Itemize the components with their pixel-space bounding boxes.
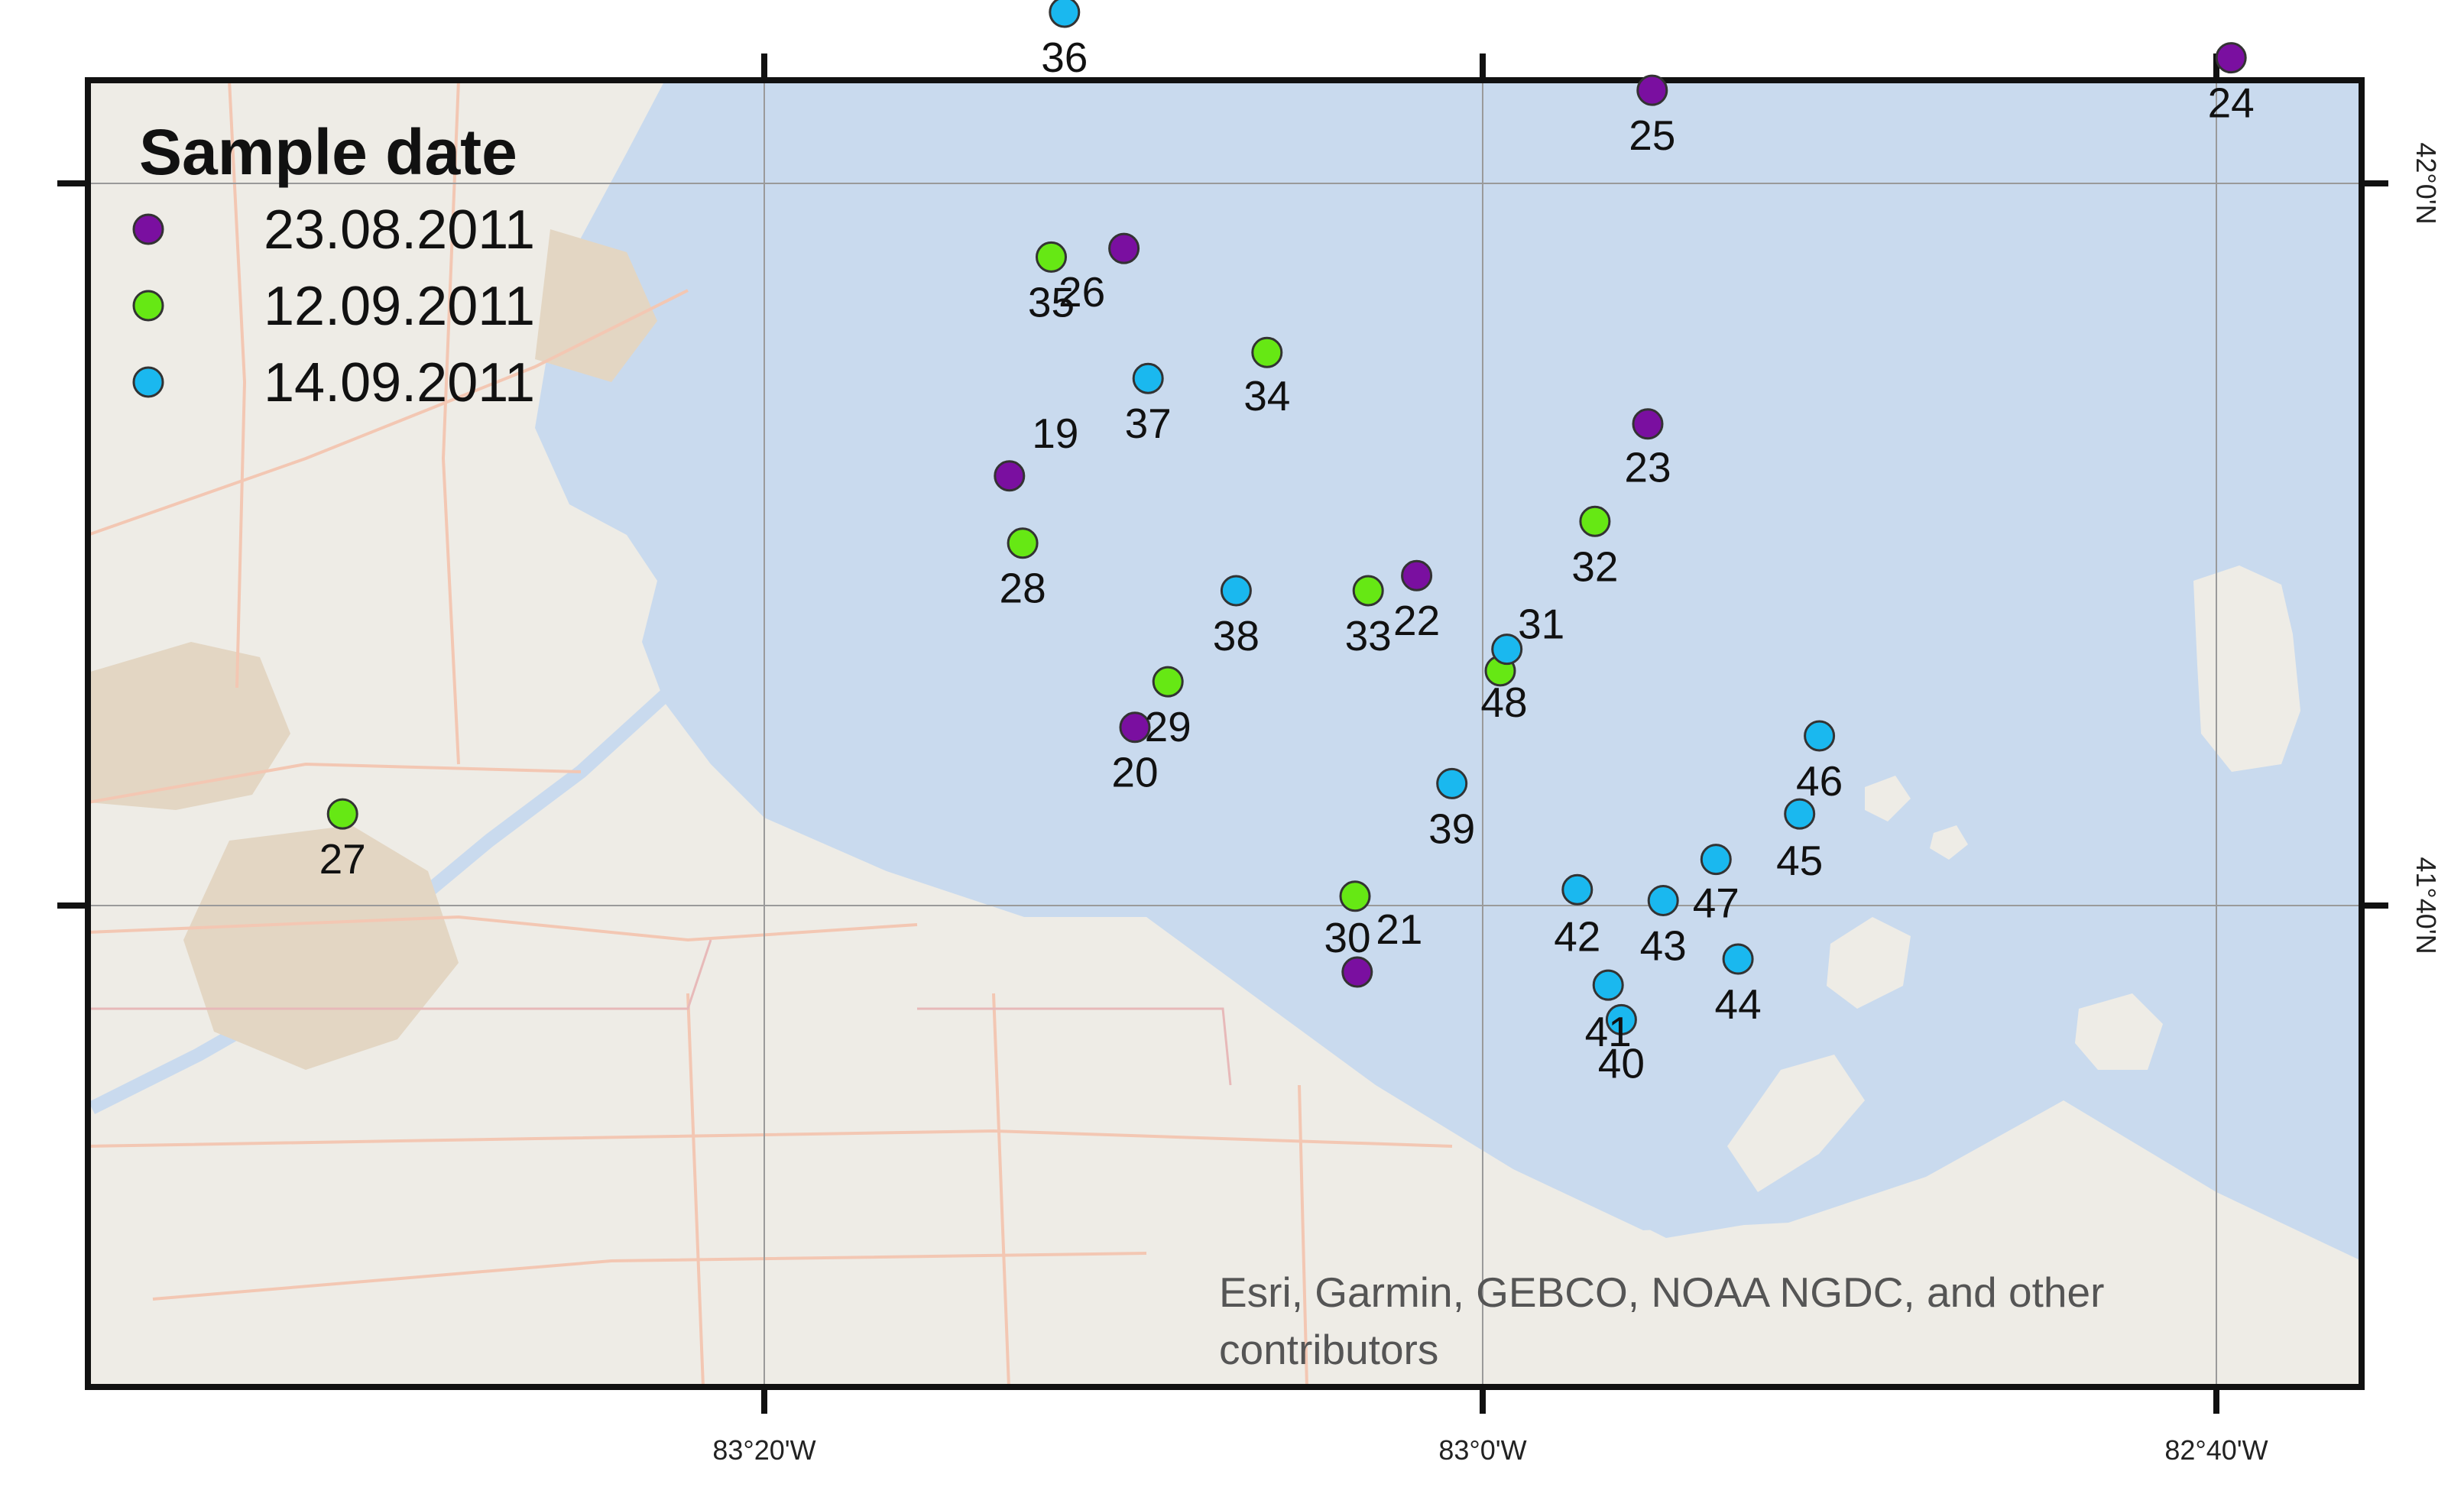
admin-borders [88, 939, 1232, 1086]
station-marker-42[interactable] [1561, 873, 1593, 906]
station-marker-26[interactable] [1108, 232, 1140, 264]
station-label-31: 31 [1518, 601, 1564, 648]
station-marker-31[interactable] [1491, 633, 1523, 666]
attribution-line1: Esri, Garmin, GEBCO, NOAA NGDC, and othe… [1219, 1269, 2104, 1316]
station-marker-21[interactable] [1341, 956, 1373, 988]
station-marker-27[interactable] [326, 798, 358, 830]
pelee-island [2193, 565, 2300, 772]
station-marker-23[interactable] [1632, 408, 1664, 440]
station-marker-45[interactable] [1784, 798, 1816, 830]
station-label-19: 19 [1032, 410, 1078, 457]
legend-label: 23.08.2011 [264, 199, 535, 261]
y-tick-label: 41°40'N [2411, 857, 2442, 954]
peninsula [1727, 1055, 1865, 1192]
station-label-27: 27 [319, 835, 366, 883]
island [1930, 825, 1968, 860]
basemap [88, 80, 2362, 1387]
station-label-46: 46 [1796, 757, 1843, 805]
station-marker-46[interactable] [1804, 720, 1836, 752]
station-marker-34[interactable] [1251, 336, 1283, 368]
urban-area [88, 642, 290, 810]
station-marker-37[interactable] [1132, 362, 1164, 394]
station-marker-36[interactable] [1049, 0, 1081, 28]
station-marker-44[interactable] [1722, 943, 1754, 975]
station-label-38: 38 [1213, 612, 1260, 659]
station-marker-41[interactable] [1592, 969, 1624, 1001]
station-marker-35[interactable] [1036, 241, 1067, 273]
station-label-41: 41 [1585, 1008, 1632, 1055]
station-label-48: 48 [1480, 679, 1527, 726]
island [2075, 993, 2163, 1070]
station-marker-22[interactable] [1401, 559, 1433, 591]
station-label-20: 20 [1111, 749, 1158, 796]
station-marker-28[interactable] [1007, 527, 1039, 559]
station-label-21: 21 [1376, 906, 1422, 953]
station-marker-24[interactable] [2215, 42, 2247, 74]
station-marker-25[interactable] [1636, 74, 1668, 106]
station-label-39: 39 [1428, 805, 1475, 852]
station-marker-20[interactable] [1119, 711, 1151, 744]
station-label-34: 34 [1243, 372, 1290, 420]
x-tick-label: 82°40'W [2164, 1434, 2268, 1466]
stations-layer: 19 20 21 22 23 24 25 26 27 28 29 30 32 33 34 35 48 31 36 37… [319, 0, 2255, 1087]
legend-swatch-blue [132, 366, 164, 398]
attribution-line2: contributors [1219, 1326, 1438, 1373]
station-marker-29[interactable] [1152, 666, 1184, 698]
station-label-43: 43 [1640, 922, 1687, 970]
station-label-37: 37 [1125, 400, 1172, 447]
station-marker-30[interactable] [1339, 880, 1371, 912]
station-label-30: 30 [1324, 914, 1370, 961]
legend-title: Sample date [139, 116, 517, 188]
island [1865, 776, 1911, 821]
roads [88, 80, 1453, 1387]
station-label-35: 35 [1028, 278, 1075, 326]
station-marker-38[interactable] [1220, 575, 1252, 607]
station-label-29: 29 [1145, 703, 1191, 750]
station-label-26: 26 [1059, 268, 1105, 316]
legend-swatch-purple [132, 213, 164, 245]
station-label-36: 36 [1041, 34, 1088, 81]
graticule [88, 80, 2362, 1387]
station-label-33: 33 [1345, 612, 1392, 659]
station-label-42: 42 [1554, 912, 1600, 960]
station-label-24: 24 [2208, 79, 2255, 127]
urban-area [535, 229, 657, 382]
legend-label: 14.09.2011 [264, 352, 535, 413]
legend-label: 12.09.2011 [264, 276, 535, 337]
legend-swatch-green [132, 290, 164, 322]
station-label-45: 45 [1776, 837, 1823, 884]
station-label-25: 25 [1629, 112, 1675, 159]
station-marker-39[interactable] [1436, 767, 1468, 799]
island [1827, 917, 1911, 1009]
station-marker-19[interactable] [994, 460, 1026, 492]
x-tick-label: 83°0'W [1438, 1434, 1526, 1466]
station-marker-32[interactable] [1579, 505, 1611, 537]
station-label-32: 32 [1571, 543, 1618, 590]
station-marker-40[interactable] [1605, 1003, 1637, 1035]
y-tick-label: 42°0'N [2411, 142, 2442, 224]
station-label-47: 47 [1693, 880, 1739, 927]
station-marker-43[interactable] [1647, 885, 1679, 916]
station-label-23: 23 [1624, 444, 1671, 491]
station-marker-47[interactable] [1700, 844, 1732, 876]
station-label-44: 44 [1715, 980, 1762, 1028]
station-label-40: 40 [1598, 1039, 1645, 1087]
station-marker-33[interactable] [1352, 575, 1384, 607]
x-tick-label: 83°20'W [712, 1434, 815, 1466]
legend: Sample date 23.08.2011 12.09.2011 14.09.… [132, 116, 535, 413]
station-label-22: 22 [1393, 597, 1440, 644]
station-label-28: 28 [1000, 565, 1046, 612]
